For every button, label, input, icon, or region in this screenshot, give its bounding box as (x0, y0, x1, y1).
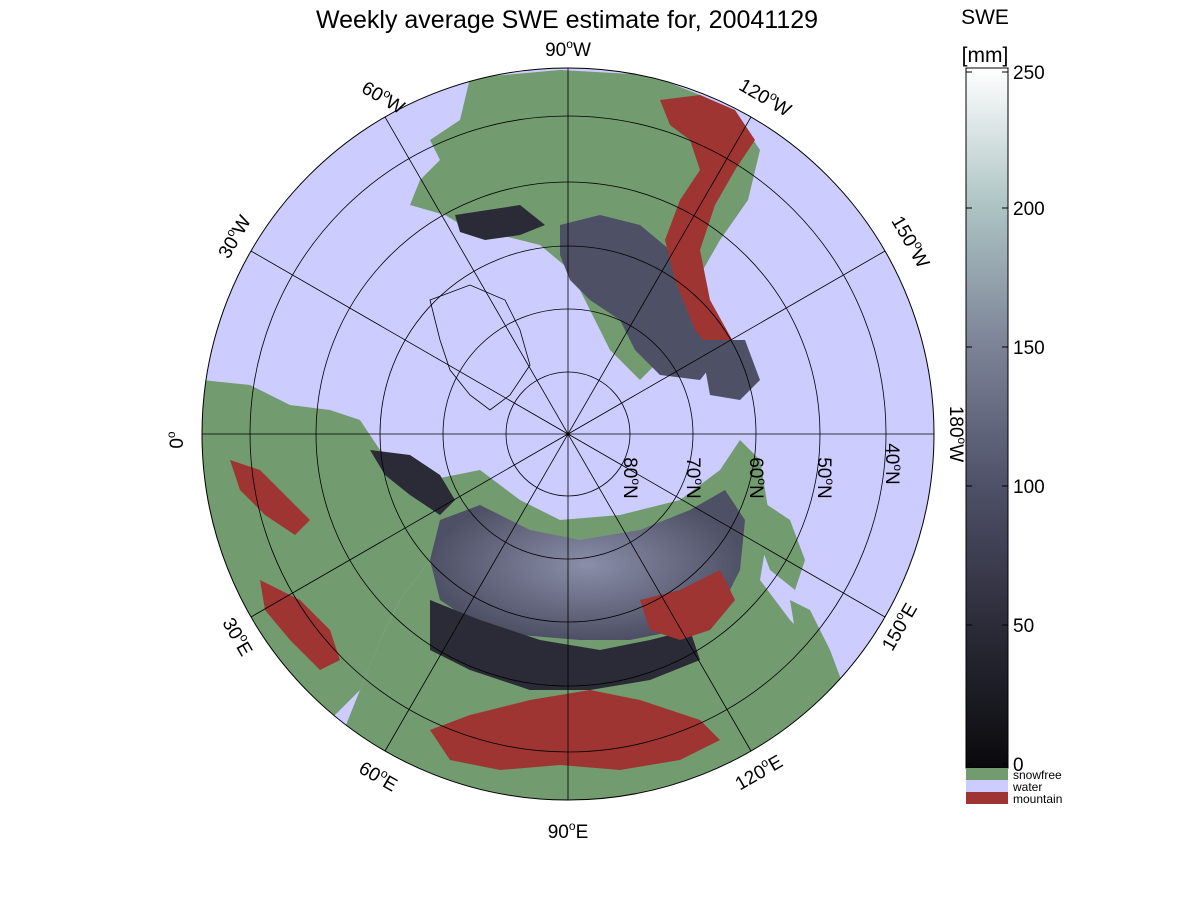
snow-north-america (560, 215, 720, 380)
mountain-anatolia (260, 580, 340, 670)
colorbar-tick-100: 100 (1013, 477, 1045, 498)
map-title: Weekly average SWE estimate for, 2004112… (316, 6, 818, 34)
legend-label-snowfree: snowfree (1013, 768, 1062, 782)
legend-swatch-snowfree (966, 768, 1008, 780)
colorbar-tick-50: 50 (1013, 616, 1034, 637)
polar-map (201, 67, 935, 801)
snow-na-east (455, 205, 545, 240)
lat-label-40n: 40oN (881, 443, 905, 485)
lon-label-0: 0o (164, 431, 188, 449)
colorbar-tick-250: 250 (1013, 63, 1045, 84)
greenland (429, 284, 531, 411)
colorbar-tick-150: 150 (1013, 338, 1045, 359)
colorbar-tick-labels: 0 50 100 150 200 250 (1013, 63, 1045, 776)
landmass-japan (790, 600, 845, 695)
mountain-himalaya-tibet (430, 690, 720, 770)
category-legend: snowfree water mountain (966, 768, 1062, 806)
lon-label-60e: 60oE (355, 755, 402, 796)
colorbar-tick-0: 0 (1013, 755, 1024, 776)
meridians (202, 68, 934, 800)
colorbar: SWE [mm] 0 50 100 150 200 250 snowfree w… (961, 6, 1062, 806)
mountain-alps-atlas (230, 460, 310, 535)
lon-label-180w: 180oW (945, 406, 969, 462)
legend-label-mountain: mountain (1013, 792, 1062, 806)
globe-outline (201, 67, 935, 801)
colorbar-ticks (966, 71, 1008, 765)
lon-label-90w: 90oW (545, 37, 591, 61)
legend-label-water: water (1012, 780, 1042, 794)
lon-label-150w: 150oW (887, 211, 936, 272)
lat-label-80n: 80oN (619, 457, 643, 499)
legend-swatch-water (966, 780, 1008, 792)
lon-label-90e: 90oE (548, 819, 589, 843)
latitude-labels: 80oN 70oN 60oN 50oN 40oN (619, 443, 905, 499)
lat-label-60n: 60oN (745, 457, 769, 499)
colorbar-gradient (965, 67, 1009, 769)
lat-label-70n: 70oN (682, 457, 706, 499)
landmass-scandinavia (370, 450, 455, 515)
mountain-east-siberia (640, 570, 735, 640)
landmass-alaska (700, 340, 760, 400)
landmass-kamchatka (755, 500, 805, 590)
colorbar-unit: [mm] (962, 44, 1009, 67)
colorbar-label: SWE (961, 6, 1009, 29)
colorbar-tick-200: 200 (1013, 199, 1045, 220)
snow-central-asia (430, 600, 700, 690)
legend-swatch-mountain (966, 792, 1008, 804)
lat-label-50n: 50oN (813, 457, 837, 499)
